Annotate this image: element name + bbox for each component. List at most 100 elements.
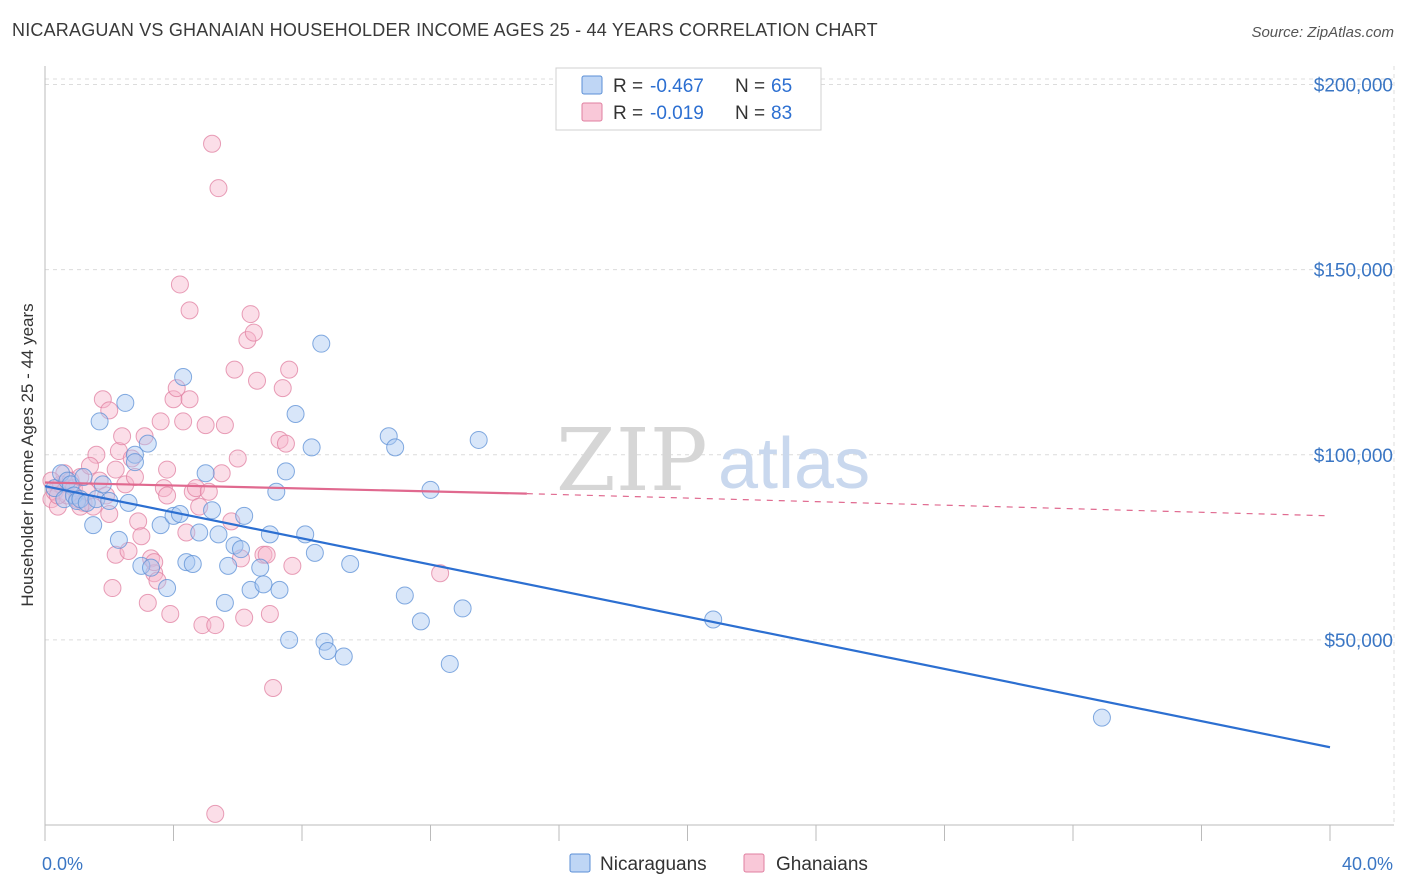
chart-title: NICARAGUAN VS GHANAIAN HOUSEHOLDER INCOM… bbox=[12, 20, 878, 40]
nicaraguan-point bbox=[142, 558, 161, 577]
y-tick-label: $100,000 bbox=[1314, 446, 1393, 467]
ghanaian-point bbox=[158, 460, 177, 479]
ghanaian-point bbox=[106, 460, 125, 479]
nicaraguan-point bbox=[90, 412, 109, 431]
nicaraguan-point bbox=[158, 579, 177, 598]
nicaraguan-point bbox=[1092, 708, 1111, 727]
ghanaian-point bbox=[87, 445, 106, 464]
nicaraguan-point bbox=[84, 516, 103, 535]
ghanaian-point bbox=[196, 416, 215, 435]
legend-n-label-ghanaians: N = bbox=[735, 103, 765, 124]
legend-swatch-bottom-nicaraguans bbox=[569, 853, 591, 873]
ghanaian-point bbox=[180, 301, 199, 320]
legend-r-value-nicaraguans: -0.467 bbox=[650, 76, 704, 97]
ghanaian-point bbox=[151, 412, 170, 431]
nicaraguan-point bbox=[209, 525, 228, 544]
nicaraguan-point bbox=[286, 405, 305, 424]
nicaraguan-trend-line bbox=[44, 485, 1331, 749]
legend-n-value-nicaraguans: 65 bbox=[771, 76, 792, 97]
legend-label-ghanaians: Ghanaians bbox=[776, 854, 868, 875]
ghanaian-point bbox=[158, 486, 177, 505]
legend-label-nicaraguans: Nicaraguans bbox=[600, 854, 707, 875]
ghanaian-point bbox=[206, 804, 225, 823]
legend-swatch-ghanaians bbox=[581, 102, 603, 122]
watermark: ZIP atlas bbox=[556, 411, 870, 511]
nicaraguan-point bbox=[312, 334, 331, 353]
ghanaian-point bbox=[193, 616, 212, 635]
nicaraguan-point bbox=[704, 610, 723, 629]
ghanaian-trend-line bbox=[44, 481, 527, 495]
watermark-zip: ZIP bbox=[556, 411, 708, 511]
nicaraguan-point bbox=[379, 427, 398, 446]
legend-r-value-ghanaians: -0.019 bbox=[650, 103, 704, 124]
nicaraguan-point bbox=[440, 654, 459, 673]
nicaraguan-point bbox=[203, 501, 222, 520]
nicaraguan-point bbox=[196, 464, 215, 483]
trend-lines bbox=[44, 481, 1331, 749]
nicaraguan-point bbox=[190, 523, 209, 542]
nicaraguan-point bbox=[138, 434, 157, 453]
ghanaian-point bbox=[132, 527, 151, 546]
legend-n-label-nicaraguans: N = bbox=[735, 76, 765, 97]
ghanaian-point bbox=[177, 523, 196, 542]
nicaraguan-point bbox=[174, 368, 193, 387]
ghanaian-point bbox=[138, 593, 157, 612]
ghanaian-point bbox=[203, 134, 222, 153]
ghanaian-point bbox=[280, 360, 299, 379]
nicaraguan-point bbox=[215, 593, 234, 612]
nicaraguan-point bbox=[231, 540, 250, 559]
nicaraguan-point bbox=[74, 467, 93, 486]
ghanaian-point bbox=[276, 434, 295, 453]
ghanaian-points bbox=[42, 134, 450, 823]
nicaraguan-point bbox=[109, 530, 128, 549]
nicaraguan-point bbox=[453, 599, 472, 618]
nicaraguan-point bbox=[125, 445, 144, 464]
nicaraguan-point bbox=[469, 430, 488, 449]
x-tick-label: 0.0% bbox=[42, 854, 83, 874]
ghanaian-point bbox=[215, 416, 234, 435]
nicaraguan-point bbox=[260, 525, 279, 544]
y-tick-labels: $50,000 $100,000 $150,000 $200,000 bbox=[1314, 76, 1393, 652]
ghanaian-point bbox=[238, 330, 257, 349]
source-credit: Source: ZipAtlas.com bbox=[1251, 24, 1394, 41]
nicaraguan-point bbox=[395, 586, 414, 605]
nicaraguan-point bbox=[334, 647, 353, 666]
nicaraguan-point bbox=[183, 554, 202, 573]
ghanaian-point bbox=[209, 179, 228, 198]
nicaraguan-point bbox=[219, 556, 238, 575]
legend-r-label-nicaraguans: R = bbox=[613, 76, 643, 97]
ghanaian-point bbox=[93, 390, 112, 409]
nicaraguan-point bbox=[318, 641, 337, 660]
nicaraguan-point bbox=[421, 480, 440, 499]
legend-swatch-bottom-ghanaians bbox=[743, 853, 765, 873]
ghanaian-trend-line-extension bbox=[526, 493, 1331, 517]
series-legend: Nicaraguans Ghanaians bbox=[569, 853, 868, 875]
ghanaian-point bbox=[241, 305, 260, 324]
axes bbox=[44, 66, 1394, 841]
nicaraguan-point bbox=[235, 506, 254, 525]
ghanaian-point bbox=[161, 604, 180, 623]
watermark-atlas: atlas bbox=[718, 424, 870, 504]
y-tick-label: $200,000 bbox=[1314, 76, 1393, 97]
legend-r-label-ghanaians: R = bbox=[613, 103, 643, 124]
ghanaian-point bbox=[180, 390, 199, 409]
nicaraguan-point bbox=[254, 575, 273, 594]
x-tick-label: 40.0% bbox=[1342, 854, 1393, 874]
nicaraguan-point bbox=[280, 630, 299, 649]
nicaraguan-point bbox=[125, 453, 144, 472]
ghanaian-point bbox=[431, 564, 450, 583]
ghanaian-point bbox=[225, 360, 244, 379]
ghanaian-point bbox=[167, 379, 186, 398]
nicaraguan-point bbox=[302, 438, 321, 457]
ghanaian-point bbox=[113, 427, 132, 446]
y-tick-label: $50,000 bbox=[1324, 631, 1393, 652]
ghanaian-point bbox=[206, 616, 225, 635]
ghanaian-point bbox=[283, 556, 302, 575]
ghanaian-point bbox=[103, 579, 122, 598]
nicaraguan-point bbox=[267, 482, 286, 501]
correlation-legend: R = -0.467 N = 65 R = -0.019 N = 83 bbox=[555, 67, 822, 131]
nicaraguan-point bbox=[411, 612, 430, 631]
ghanaian-point bbox=[129, 512, 148, 531]
ghanaian-point bbox=[164, 390, 183, 409]
